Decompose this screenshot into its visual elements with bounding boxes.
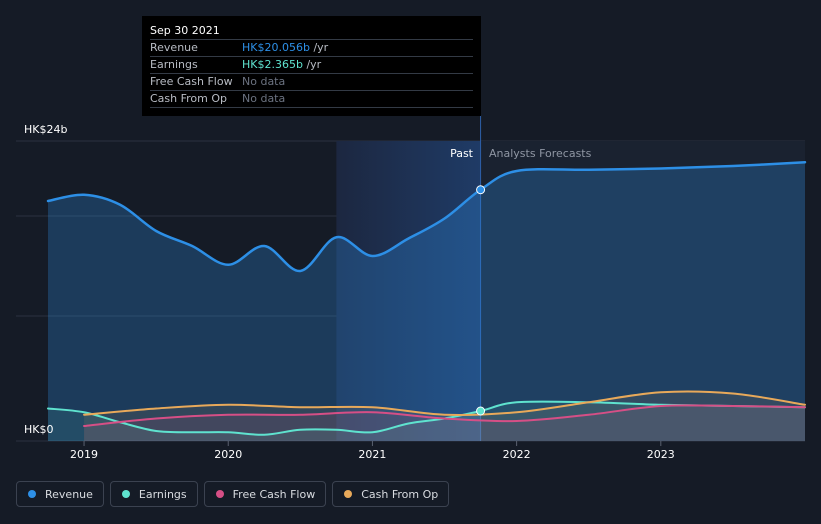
x-tick-label: 2022 xyxy=(503,448,531,461)
line-layer xyxy=(46,161,807,436)
tooltip: Sep 30 2021 Revenue HK$20.056b /yr Earni… xyxy=(142,16,481,116)
past-label: Past xyxy=(450,147,474,160)
y-label-top: HK$24b xyxy=(24,123,67,136)
series-line-free-cash-flow xyxy=(83,404,806,427)
legend-label: Cash From Op xyxy=(361,487,439,501)
tooltip-label: Cash From Op xyxy=(150,92,228,105)
series-area-free-cash-flow xyxy=(84,405,806,441)
series-area-revenue xyxy=(48,162,805,441)
legend-label: Free Cash Flow xyxy=(232,487,316,501)
tooltip-date: Sep 30 2021 xyxy=(150,23,473,40)
tooltip-label: Revenue xyxy=(150,41,198,54)
x-tick-label: 2021 xyxy=(358,448,386,461)
forecast-region xyxy=(480,141,805,441)
past-highlight-band xyxy=(336,141,481,441)
x-tick-label: 2023 xyxy=(647,448,675,461)
tooltip-unit: /yr xyxy=(302,58,322,71)
tooltip-row-earnings: Earnings HK$2.365b /yr xyxy=(150,57,473,74)
legend-item-revenue[interactable]: Revenue xyxy=(16,481,104,507)
tooltip-row-cfo: Cash From Op No data xyxy=(150,91,473,108)
x-tick-label: 2020 xyxy=(214,448,242,461)
legend-item-earnings[interactable]: Earnings xyxy=(109,481,198,507)
legend: Revenue Earnings Free Cash Flow Cash Fro… xyxy=(16,481,450,509)
legend-label: Earnings xyxy=(138,487,187,501)
data-point-marker xyxy=(476,406,486,416)
highlight-layer xyxy=(336,115,805,441)
legend-label: Revenue xyxy=(45,487,93,501)
cash-from-op-dot-icon xyxy=(344,490,353,498)
forecast-label: Analysts Forecasts xyxy=(489,147,592,160)
revenue-dot-icon xyxy=(28,490,36,498)
tooltip-label: Free Cash Flow xyxy=(150,75,233,88)
series-line-cash-from-op xyxy=(83,390,806,417)
free-cash-flow-dot-icon xyxy=(215,490,224,498)
legend-item-free-cash-flow[interactable]: Free Cash Flow xyxy=(203,481,327,507)
tooltip-value: No data xyxy=(242,92,286,105)
x-tick-label: 2019 xyxy=(70,448,98,461)
legend-item-cash-from-op[interactable]: Cash From Op xyxy=(332,481,450,507)
tooltip-row-revenue: Revenue HK$20.056b /yr xyxy=(150,40,473,57)
data-point-marker xyxy=(476,185,486,195)
tooltip-label: Earnings xyxy=(150,58,198,71)
series-line-revenue xyxy=(46,161,807,273)
tooltip-value: HK$2.365b xyxy=(242,58,303,71)
tooltip-value: HK$20.056b xyxy=(242,41,310,54)
y-label-bottom: HK$0 xyxy=(24,423,53,436)
tooltip-unit: /yr xyxy=(309,41,329,54)
tooltip-row-fcf: Free Cash Flow No data xyxy=(150,74,473,91)
tooltip-value: No data xyxy=(242,75,286,88)
marker-layer xyxy=(476,185,486,416)
earnings-dot-icon xyxy=(121,490,130,498)
tick-layer: 2019 2020 2021 2022 2023 xyxy=(70,441,675,461)
series-line-earnings xyxy=(47,400,806,436)
